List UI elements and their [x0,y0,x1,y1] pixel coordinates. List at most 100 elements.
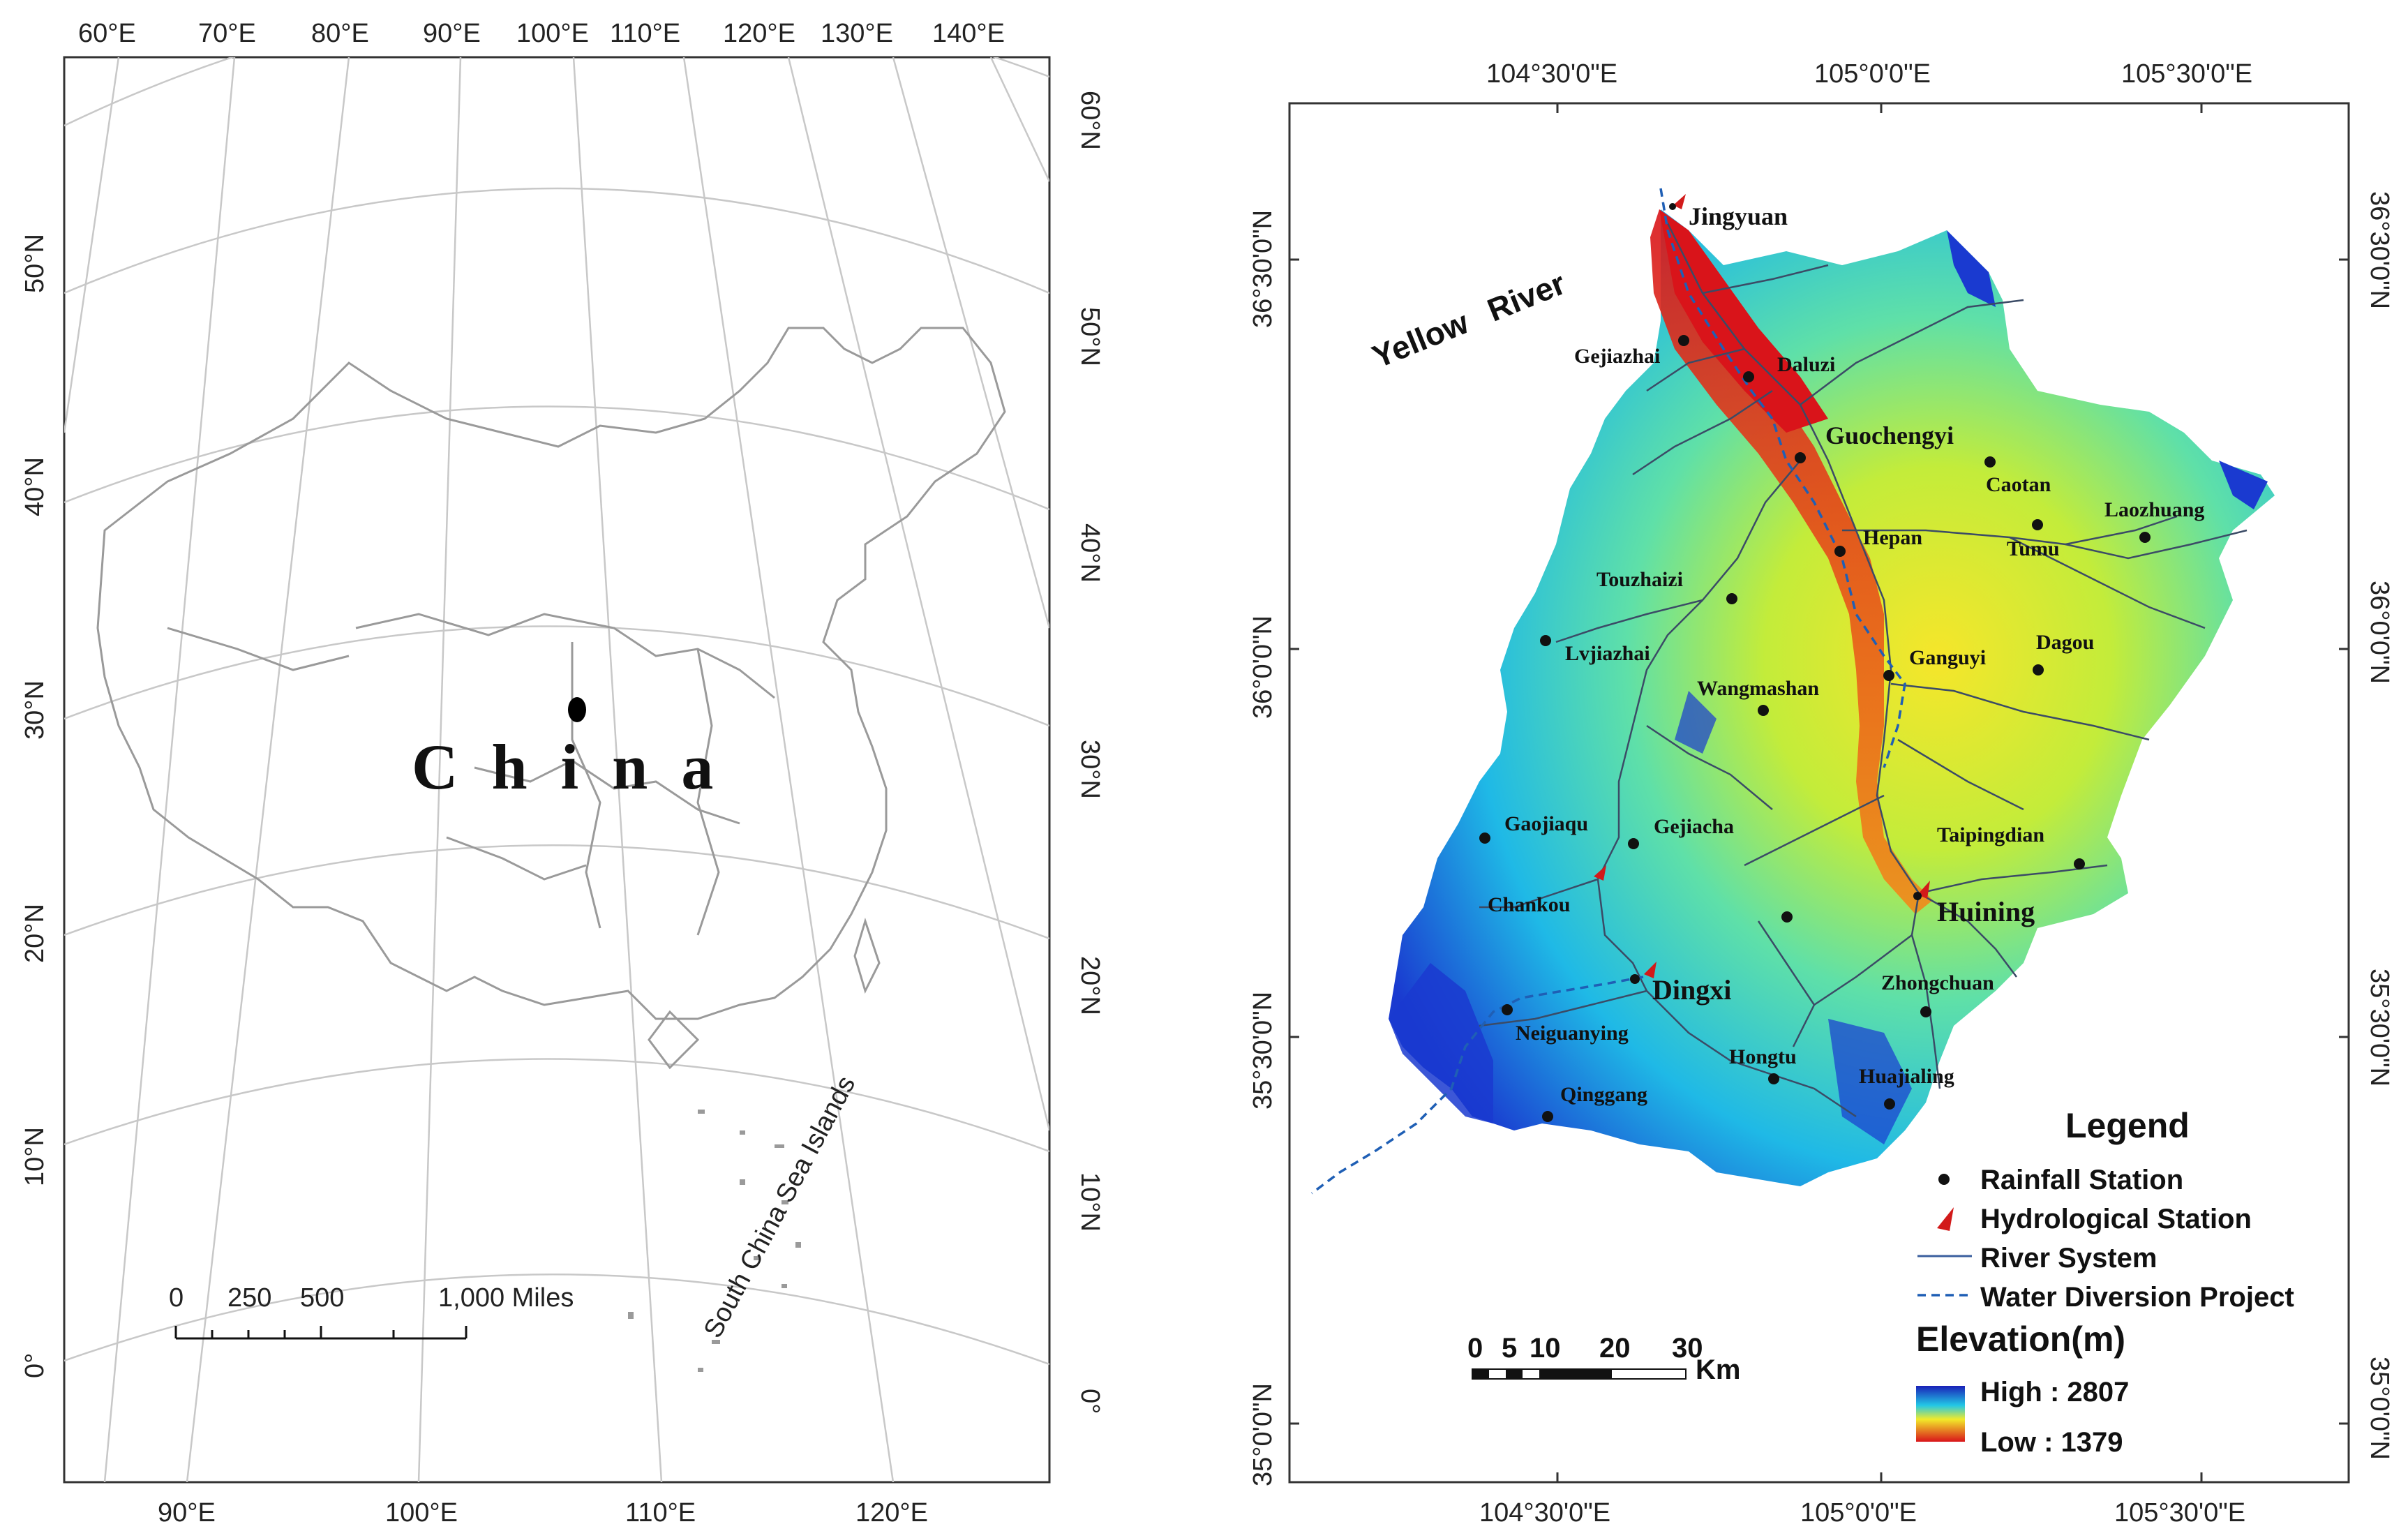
right-top-lon-labels: 104°30'0"E 105°0'0"E 105°30'0"E [1486,59,2252,89]
lat-label: 40°N [1075,523,1105,583]
rainfall-station: Neiguanying [1502,1004,1629,1045]
lon-label: 120°E [855,1498,928,1528]
rainfall-station: Huajialing [1859,1065,1954,1110]
lon-label: 104°30'0"E [1479,1498,1610,1528]
basin-map: Yellow River Gejiazhai Daluzi Caotan Lao… [1248,59,2394,1528]
station-label: Huajialing [1859,1065,1954,1088]
lat-label: 0° [1075,1389,1105,1414]
elevation-high: High : 2807 [1980,1377,2129,1408]
south-china-sea-islands [628,1110,801,1372]
elevation-colorbar [1916,1386,1965,1442]
station-label: Hepan [1863,526,1922,549]
left-lat-labels: 50°N 40°N 30°N 20°N 10°N 0° [20,234,50,1378]
legend-item-diversion: Water Diversion Project [1980,1282,2294,1313]
station-label: Guochengyi [1825,421,1954,449]
lat-label: 30°N [20,680,50,740]
left-scale-label-1000: 1,000 Miles [438,1283,574,1313]
station-label: Taipingdian [1937,823,2044,846]
left-map-right-lat-labels: 60°N 50°N 40°N 30°N 20°N 10°N 0° [1075,91,1105,1414]
lon-label: 90°E [158,1498,216,1528]
right-scale-bar: 0 5 10 20 30 Km [1467,1333,1740,1385]
station-label: Gejiacha [1654,815,1734,838]
basin-elevation [1389,209,2275,1186]
graticule [64,57,1049,1482]
rainfall-station: Daluzi [1743,353,1835,382]
station-label: Tumu [2007,537,2060,560]
hydrological-station: Huining [1913,881,2035,927]
rainfall-station: Touzhaizi [1596,568,1737,604]
station-label: Dagou [2036,631,2094,654]
rainfall-station: Ganguyi [1883,646,1986,681]
lon-label: 110°E [625,1498,696,1528]
station-label: Gaojiaqu [1504,812,1588,835]
lat-label: 0° [20,1353,50,1378]
lat-label: 40°N [20,457,50,516]
station-label: Touzhaizi [1596,568,1683,591]
rainfall-station: Caotan [1984,456,2051,496]
rainfall-station: Gejiacha [1628,815,1734,849]
elevation-low: Low : 1379 [1980,1427,2123,1458]
lon-label: 70°E [198,19,256,48]
frame-ticks [1289,103,2349,1482]
hydrological-station-symbol [1937,1207,1954,1231]
lat-label: 30°N [1075,740,1105,799]
rainfall-stations: Gejiazhai Daluzi Caotan Laozhuang Tumu H… [1479,335,2204,1122]
left-scale-label-500: 500 [300,1283,344,1313]
rainfall-station: Tumu [2007,519,2060,560]
station-label: Caotan [1986,473,2051,496]
station-label: Qinggang [1560,1083,1647,1106]
lon-label: 100°E [516,19,589,48]
station-label: Zhongchuan [1881,971,1994,994]
station-label: Ganguyi [1909,646,1986,669]
rainfall-station: Dagou [2033,631,2094,675]
rainfall-station: Hepan [1834,526,1922,557]
scale-label-5: 5 [1502,1333,1517,1364]
hydro-flag-chankou [1594,865,1606,881]
rainfall-station: Chankou [1488,893,1793,923]
lon-label: 120°E [723,19,795,48]
rainfall-station: Qinggang [1542,1083,1647,1122]
lon-label: 105°30'0"E [2114,1498,2245,1528]
left-map-frame [63,56,1051,1484]
station-label: Hongtu [1729,1045,1797,1068]
right-bottom-lon-labels: 104°30'0"E 105°0'0"E 105°30'0"E [1479,1498,2245,1528]
right-right-lat-labels: 36°30'0"N 36°0'0"N 35°30'0"N 35°0'0"N [2365,191,2394,1460]
scale-label-30: 30 [1672,1333,1703,1364]
study-area-marker [568,697,586,722]
rainfall-station: Lvjiazhai [1540,635,1650,665]
lon-label: 105°30'0"E [2121,59,2252,89]
left-scale-label-250: 250 [227,1283,271,1313]
station-label: Daluzi [1777,353,1835,376]
left-bottom-lon-labels: 90°E 100°E 110°E 120°E [158,1498,928,1528]
water-diversion-project [1310,188,1906,1195]
lat-label: 10°N [20,1127,50,1186]
rainfall-station: Zhongchuan [1881,971,1994,1017]
hydrological-station: Guochengyi [1795,421,1954,463]
station-label: Jingyuan [1689,202,1788,230]
lat-label: 35°0'0"N [1248,1383,1278,1486]
scale-label-0: 0 [1467,1333,1483,1364]
lon-label: 80°E [311,19,369,48]
legend-item-river: River System [1980,1243,2157,1274]
right-left-lat-labels: 36°30'0"N 36°0'0"N 35°30'0"N 35°0'0"N [1248,210,1278,1486]
lat-label: 35°0'0"N [2365,1357,2394,1460]
station-label: Huining [1937,896,2035,927]
lon-label: 110°E [610,19,680,48]
lon-label: 105°0'0"E [1800,1498,1917,1528]
rainfall-station-symbol [1938,1174,1950,1185]
station-label: Chankou [1488,893,1570,916]
station-label: Dingxi [1652,974,1731,1006]
river-system [1479,223,2248,1118]
station-label: Lvjiazhai [1565,642,1650,665]
lon-label: 130°E [821,19,893,48]
lat-label: 36°0'0"N [2365,581,2394,684]
station-label: Laozhuang [2104,498,2204,521]
scale-unit: Km [1696,1354,1740,1385]
legend-title: Legend [2065,1106,2190,1145]
lat-label: 35°30'0"N [1248,992,1278,1110]
china-overview-map: China South China Sea Islands 0 250 500 … [20,19,1105,1528]
elevation-title: Elevation(m) [1916,1320,2125,1359]
lat-label: 10°N [1075,1172,1105,1232]
rainfall-station: Gejiazhai [1574,335,1689,368]
hydrological-station: Jingyuan [1669,194,1788,230]
